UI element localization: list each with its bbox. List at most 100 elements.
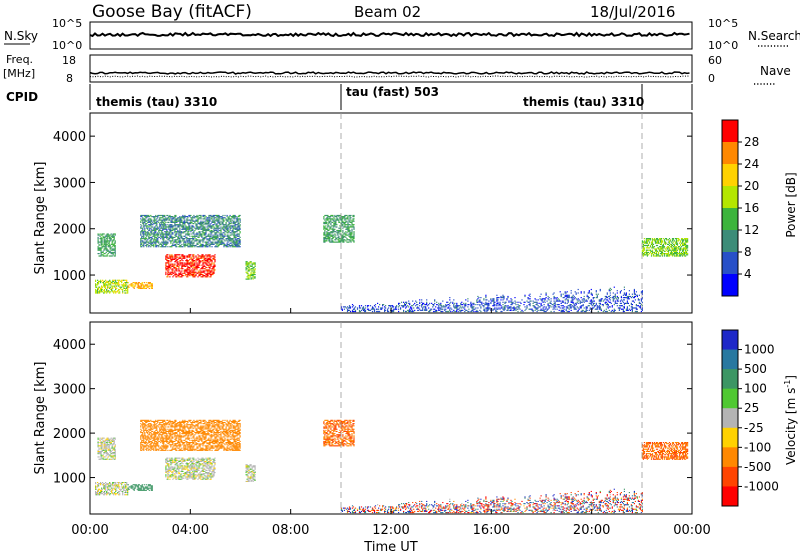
power-data-cell <box>179 216 181 218</box>
power-data-cell <box>438 308 440 310</box>
power-data-cell <box>672 254 675 256</box>
power-data-cell <box>554 308 556 310</box>
power-data-cell <box>145 232 147 234</box>
power-data-cell <box>102 282 104 284</box>
power-data-cell <box>170 268 172 270</box>
power-data-cell <box>204 265 206 267</box>
power-data-cell <box>524 309 526 311</box>
power-data-cell <box>160 217 162 219</box>
power-data-cell <box>574 297 576 299</box>
power-data-cell <box>652 243 655 245</box>
power-data-cell <box>337 239 339 241</box>
power-data-cell <box>198 273 200 276</box>
power-data-cell <box>566 294 568 296</box>
power-data-cell <box>252 266 254 269</box>
power-data-cell <box>460 310 462 313</box>
power-data-cell <box>650 241 653 243</box>
power-data-cell <box>185 231 187 233</box>
power-data-cell <box>169 238 171 240</box>
power-data-cell <box>217 226 219 228</box>
power-data-cell <box>349 306 352 308</box>
power-data-cell <box>134 282 136 284</box>
power-data-cell <box>154 216 156 218</box>
power-data-cell <box>152 216 154 218</box>
power-data-cell <box>239 220 241 222</box>
power-data-cell <box>101 254 103 256</box>
power-data-cell <box>580 297 582 299</box>
power-data-cell <box>185 243 187 245</box>
power-data-cell <box>228 223 230 225</box>
power-data-cell <box>329 232 331 234</box>
power-data-cell <box>643 253 645 255</box>
power-data-cell <box>221 216 223 218</box>
power-data-cell <box>554 305 556 307</box>
power-data-cell <box>253 273 255 276</box>
power-data-cell <box>127 288 129 291</box>
power-data-cell <box>126 287 128 289</box>
power-data-cell <box>223 235 225 237</box>
power-data-cell <box>205 229 207 232</box>
power-data-cell <box>660 240 663 242</box>
power-data-cell <box>185 260 187 262</box>
power-data-cell <box>110 251 112 254</box>
power-data-cell <box>392 306 394 308</box>
power-data-cell <box>232 246 234 248</box>
power-data-cell <box>103 240 105 242</box>
power-data-cell <box>221 218 223 220</box>
power-data-cell <box>352 240 354 242</box>
power-data-cell <box>568 294 570 296</box>
power-data-cell <box>234 225 236 227</box>
power-data-cell <box>191 262 193 264</box>
power-data-cell <box>247 273 249 276</box>
power-data-cell <box>187 242 189 244</box>
power-data-cell <box>238 239 240 241</box>
power-data-cell <box>665 254 668 256</box>
power-data-cell <box>188 224 190 226</box>
power-data-cell <box>217 214 219 217</box>
power-data-cell <box>110 282 112 284</box>
power-data-cell <box>171 265 173 267</box>
power-data-cell <box>173 228 175 230</box>
power-data-cell <box>192 229 194 232</box>
power-data-cell <box>659 239 662 241</box>
power-data-cell <box>198 241 200 243</box>
power-data-cell <box>211 269 213 271</box>
power-data-cell <box>221 241 223 243</box>
power-data-cell <box>210 231 212 233</box>
power-data-cell <box>151 242 153 244</box>
power-data-cell <box>141 216 143 218</box>
power-data-cell <box>646 242 648 244</box>
power-data-cell <box>662 249 665 251</box>
power-data-cell <box>103 242 105 244</box>
power-data-cell <box>664 243 667 245</box>
power-data-cell <box>659 243 662 245</box>
power-data-cell <box>575 292 577 294</box>
power-data-cell <box>599 308 601 310</box>
power-data-cell <box>158 242 160 244</box>
power-data-cell <box>590 293 592 295</box>
power-data-cell <box>183 255 185 257</box>
power-data-cell <box>567 299 569 301</box>
power-data-cell <box>192 254 194 256</box>
power-data-cell <box>645 247 647 249</box>
power-data-cell <box>479 301 481 303</box>
power-data-cell <box>325 218 327 220</box>
power-data-cell <box>591 294 593 296</box>
power-data-cell <box>352 305 355 307</box>
power-data-cell <box>668 240 671 242</box>
power-data-cell <box>406 306 408 308</box>
power-data-cell <box>184 241 186 243</box>
power-data-cell <box>548 299 550 301</box>
power-data-cell <box>424 306 426 308</box>
power-data-cell <box>171 240 173 242</box>
power-data-cell <box>189 239 191 241</box>
power-data-cell <box>223 225 225 227</box>
power-data-cell <box>150 223 152 225</box>
power-data-cell <box>204 272 206 274</box>
power-data-cell <box>142 219 144 221</box>
power-data-cell <box>430 308 432 310</box>
power-data-cell <box>533 305 535 307</box>
nsky-series-line <box>89 31 690 38</box>
power-data-cell <box>112 239 114 241</box>
power-data-cell <box>218 241 220 243</box>
